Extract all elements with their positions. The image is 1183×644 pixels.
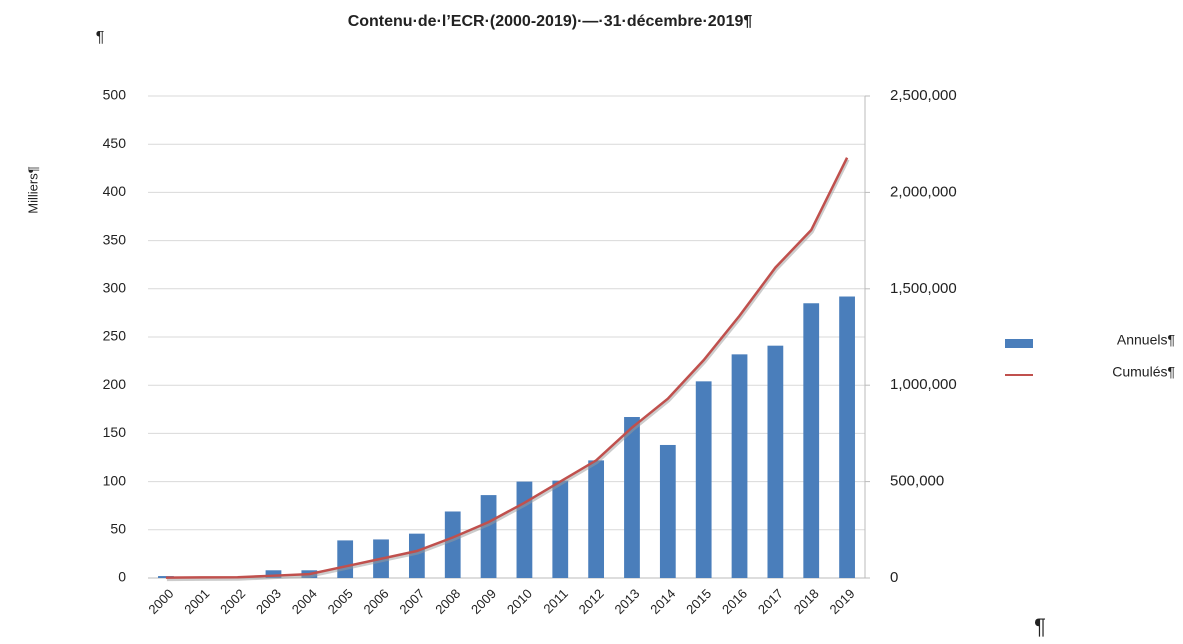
x-tick-label: 2013 (611, 586, 642, 617)
y-tick-label: 400 (103, 183, 127, 199)
x-tick-label: 2001 (181, 586, 212, 617)
y-tick-label: 50 (110, 521, 126, 537)
x-tick-label: 2002 (217, 586, 248, 617)
x-tick-label: 2005 (325, 586, 356, 617)
y2-tick-label: 1,500,000 (890, 280, 957, 297)
x-tick-label: 2009 (468, 586, 499, 617)
bar (552, 480, 569, 578)
x-tick-label: 2010 (504, 586, 535, 617)
x-tick-label: 2008 (432, 586, 463, 617)
bar (731, 354, 748, 578)
y-tick-label: 100 (103, 472, 127, 488)
bar (839, 296, 855, 578)
x-tick-label: 2000 (145, 586, 176, 617)
bar (265, 570, 282, 578)
bar (767, 345, 784, 578)
line-shadow (166, 159, 850, 582)
legend-label: Cumulés¶ (1112, 364, 1175, 380)
y-tick-label: 250 (103, 328, 127, 344)
x-tick-label: 2015 (683, 586, 714, 617)
bar (588, 460, 605, 578)
pilcrow: ¶ (1034, 614, 1046, 639)
bar (624, 417, 640, 578)
y-tick-label: 0 (118, 569, 126, 585)
legend-swatch (1005, 339, 1033, 348)
chart-title: Contenu·de·l’ECR·(2000-2019)·—·31·décemb… (348, 13, 753, 30)
x-tick-label: 2017 (755, 586, 786, 617)
x-tick-label: 2007 (396, 586, 427, 617)
y2-tick-label: 500,000 (890, 473, 944, 490)
y2-tick-label: 1,000,000 (890, 376, 957, 393)
y-tick-label: 500 (103, 87, 127, 103)
x-tick-label: 2016 (719, 586, 750, 617)
x-tick-label: 2018 (791, 586, 822, 617)
y-tick-label: 450 (103, 135, 127, 151)
bar (695, 381, 712, 578)
y2-tick-label: 2,000,000 (890, 183, 957, 200)
x-tick-label: 2004 (289, 586, 320, 617)
x-tick-label: 2019 (827, 586, 858, 617)
bar (337, 540, 354, 578)
y2-tick-label: 0 (890, 569, 898, 586)
y-tick-label: 200 (103, 376, 127, 392)
bar (803, 303, 820, 578)
x-tick-label: 2011 (540, 586, 570, 616)
y-tick-label: 150 (103, 424, 127, 440)
bar (408, 533, 425, 578)
y-tick-label: 350 (103, 231, 127, 247)
bar (516, 481, 533, 578)
y-tick-label: 300 (103, 280, 127, 296)
x-tick-label: 2006 (361, 586, 392, 617)
pilcrow: ¶ (96, 29, 105, 46)
y2-tick-label: 2,500,000 (890, 87, 957, 104)
x-tick-label: 2012 (576, 586, 607, 617)
x-tick-label: 2003 (253, 586, 284, 617)
bar (659, 444, 676, 578)
line (165, 157, 849, 579)
bar (480, 495, 497, 578)
x-tick-label: 2014 (647, 586, 678, 617)
bar (444, 511, 461, 578)
y-axis-label: Milliers¶ (25, 166, 40, 213)
legend-label: Annuels¶ (1117, 332, 1175, 348)
